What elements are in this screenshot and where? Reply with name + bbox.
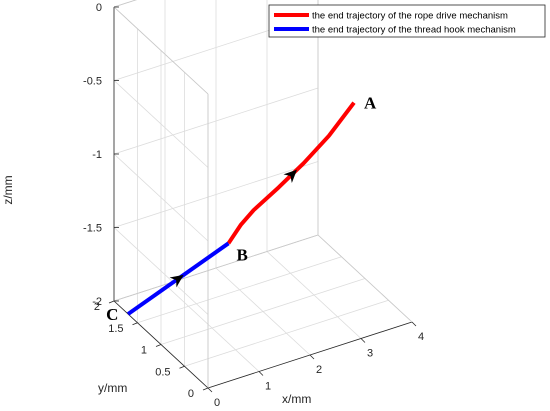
- x-tick-mark: [411, 321, 417, 327]
- axis-labels: x/mm y/mm z/mm: [1, 175, 311, 406]
- z-tick-label: -2: [92, 296, 102, 308]
- x-tick-label: 3: [367, 348, 373, 360]
- point-label-b: B: [237, 245, 248, 264]
- point-label-c: C: [106, 305, 118, 324]
- box-edge: [317, 234, 413, 323]
- grid-line: [113, 161, 319, 228]
- legend-entry-rope-drive: the end trajectory of the rope drive mec…: [312, 11, 508, 22]
- y-tick-label: 0.5: [155, 366, 170, 378]
- x-axis-label: x/mm: [282, 392, 311, 406]
- grid-line: [137, 256, 342, 324]
- legend: the end trajectory of the rope drive mec…: [268, 4, 546, 38]
- x-tick-mark: [360, 338, 366, 343]
- box-edge: [113, 6, 209, 95]
- x-tick-label: 1: [265, 381, 271, 393]
- series-lines: [126, 101, 356, 316]
- grid-line: [113, 80, 209, 168]
- point-label-a: A: [364, 94, 377, 113]
- y-axis-label: y/mm: [98, 381, 127, 395]
- direction-arrow-rope-drive: [283, 169, 298, 183]
- x-tick-mark: [207, 387, 213, 393]
- grid-line: [113, 227, 209, 315]
- grid-line: [160, 278, 366, 345]
- z-tick-label: -1: [92, 149, 102, 161]
- box-edge: [113, 234, 319, 302]
- y-tick-mark: [179, 365, 185, 369]
- y-tick-label: 2: [94, 301, 100, 313]
- z-tick-label: -0.5: [83, 76, 102, 88]
- direction-arrow-thread-hook: [169, 274, 184, 288]
- x-tick-label: 4: [418, 331, 424, 343]
- y-tick-label: 1.5: [108, 323, 123, 335]
- grid-lines: [113, 0, 413, 389]
- grid-line: [184, 299, 389, 367]
- z-tick-label: 0: [96, 2, 102, 14]
- z-tick-label: -1.5: [83, 223, 102, 235]
- y-tick-mark: [108, 300, 115, 304]
- y-tick-mark: [132, 322, 138, 326]
- y-tick-mark: [202, 387, 209, 391]
- y-tick-label: 1: [141, 345, 147, 357]
- grid-line: [113, 153, 209, 242]
- point-annotations: A B C: [106, 94, 377, 324]
- legend-box: [268, 4, 546, 38]
- axes-box: [113, 0, 413, 389]
- series-line-rope-drive: [226, 101, 356, 245]
- x-tick-mark: [258, 371, 264, 376]
- y-tick-label: 0: [188, 388, 194, 400]
- legend-entry-thread-hook: the end trajectory of the thread hook me…: [312, 25, 516, 36]
- x-tick-label: 2: [316, 364, 322, 376]
- grid-line: [113, 87, 319, 155]
- y-tick-mark: [155, 344, 162, 347]
- x-tick-mark: [309, 354, 315, 360]
- z-axis-label: z/mm: [1, 175, 15, 204]
- x-tick-label: 0: [214, 397, 220, 409]
